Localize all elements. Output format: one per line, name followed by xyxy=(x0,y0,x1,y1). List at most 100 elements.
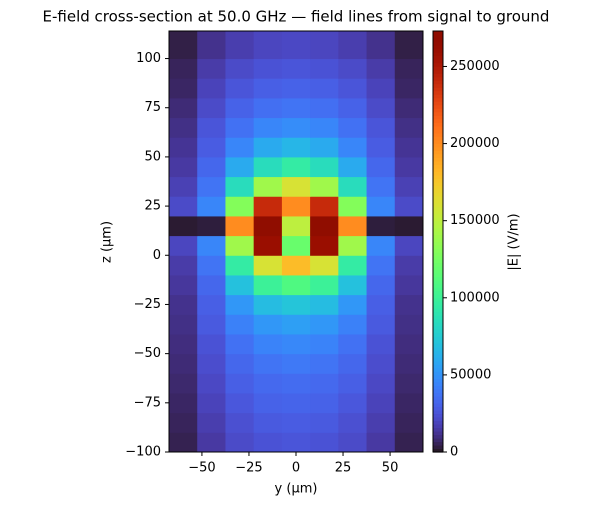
heatmap-cell xyxy=(169,176,198,197)
colorbar-label: |E| (V/m) xyxy=(507,213,522,270)
colorbar-tick-label: 200000 xyxy=(450,136,500,151)
heatmap-cell xyxy=(338,373,368,394)
heatmap-cell xyxy=(225,392,255,414)
colorbar-segment xyxy=(433,339,443,344)
heatmap-cell xyxy=(253,314,283,335)
heatmap-cell xyxy=(169,412,198,433)
heatmap-cell xyxy=(253,196,283,217)
colorbar-segment xyxy=(433,101,443,106)
heatmap-cell xyxy=(197,97,226,119)
heatmap-cell xyxy=(253,392,283,414)
colorbar-segment xyxy=(433,115,443,120)
heatmap-cell xyxy=(169,196,198,217)
colorbar-segment xyxy=(433,104,443,109)
colorbar-segment xyxy=(433,378,443,383)
colorbar-segment xyxy=(433,171,443,176)
heatmap-cell xyxy=(281,196,311,217)
colorbar-segment xyxy=(433,336,443,341)
colorbar-segment xyxy=(433,209,443,215)
heatmap-cell xyxy=(366,255,396,276)
heatmap-cell xyxy=(281,432,311,453)
colorbar-segment xyxy=(433,423,443,429)
colorbar-tick-label: 250000 xyxy=(450,59,500,74)
heatmap-cell xyxy=(310,196,339,217)
colorbar-segment xyxy=(433,234,443,239)
heatmap-cell xyxy=(225,255,255,276)
heatmap-cell xyxy=(197,176,226,197)
heatmap-cell xyxy=(225,97,255,119)
heatmap-cell xyxy=(338,412,368,433)
heatmap-cell xyxy=(366,215,396,237)
heatmap-cell xyxy=(197,412,226,433)
colorbar-segment xyxy=(433,413,443,418)
heatmap-cell xyxy=(197,392,226,414)
heatmap-cell xyxy=(366,353,396,374)
colorbar-segment xyxy=(433,325,443,330)
colorbar-segment xyxy=(433,266,443,271)
colorbar-segment xyxy=(433,262,443,267)
heatmap-cell xyxy=(197,274,226,296)
heatmap-cell xyxy=(197,137,226,158)
heatmap-cell xyxy=(281,274,311,296)
colorbar-segment xyxy=(433,136,443,141)
y-tick-label: 100 xyxy=(136,51,161,66)
colorbar-segment xyxy=(433,125,443,130)
heatmap-cell xyxy=(310,58,339,79)
heatmap-cell xyxy=(225,333,255,355)
colorbar-segment xyxy=(433,83,443,88)
heatmap-cell xyxy=(253,353,283,374)
heatmap-cell xyxy=(197,196,226,217)
heatmap-cell xyxy=(225,215,255,237)
heatmap-cell xyxy=(169,274,198,296)
colorbar-segment xyxy=(433,343,443,348)
colorbar-segment xyxy=(433,230,443,236)
colorbar-segment xyxy=(433,48,443,53)
colorbar-segment xyxy=(433,90,443,95)
heatmap-cell xyxy=(394,392,424,414)
heatmap-cell xyxy=(310,78,339,99)
heatmap-cell xyxy=(338,97,368,119)
heatmap xyxy=(169,31,424,453)
colorbar-segment xyxy=(433,392,443,397)
colorbar-segment xyxy=(433,315,443,320)
colorbar-segment xyxy=(433,346,443,351)
heatmap-cell xyxy=(281,31,311,60)
heatmap-cell xyxy=(253,156,283,178)
colorbar-segment xyxy=(433,199,443,204)
heatmap-cell xyxy=(253,58,283,79)
y-tick-label: −100 xyxy=(125,445,161,460)
y-tick-label: −25 xyxy=(134,297,161,312)
heatmap-cell xyxy=(197,156,226,178)
heatmap-cell xyxy=(281,215,311,237)
colorbar-segment xyxy=(433,245,443,250)
colorbar-segment xyxy=(433,167,443,172)
heatmap-cell xyxy=(253,117,283,138)
heatmap-cell xyxy=(366,156,396,178)
heatmap-cell xyxy=(338,392,368,414)
heatmap-cell xyxy=(169,215,198,237)
colorbar-segment xyxy=(433,322,443,327)
colorbar-segment xyxy=(433,59,443,64)
heatmap-cell xyxy=(169,294,198,315)
colorbar-segment xyxy=(433,409,443,415)
colorbar-segment xyxy=(433,174,443,179)
heatmap-cell xyxy=(366,97,396,119)
colorbar-tick-label: 100000 xyxy=(450,290,500,305)
heatmap-cell xyxy=(310,215,339,237)
heatmap-cell xyxy=(169,137,198,158)
colorbar-segment xyxy=(433,329,443,334)
heatmap-cell xyxy=(310,294,339,315)
colorbar-segment xyxy=(433,237,443,243)
heatmap-cell xyxy=(225,314,255,335)
heatmap-cell xyxy=(281,117,311,138)
colorbar-frame xyxy=(432,30,444,453)
heatmap-cell xyxy=(366,392,396,414)
colorbar-segment xyxy=(433,160,443,165)
heatmap-cell xyxy=(197,117,226,138)
heatmap-cell xyxy=(197,294,226,315)
heatmap-cell xyxy=(366,137,396,158)
y-tick-label: 50 xyxy=(144,149,161,164)
heatmap-cell xyxy=(281,353,311,374)
heatmap-cell xyxy=(197,31,226,60)
